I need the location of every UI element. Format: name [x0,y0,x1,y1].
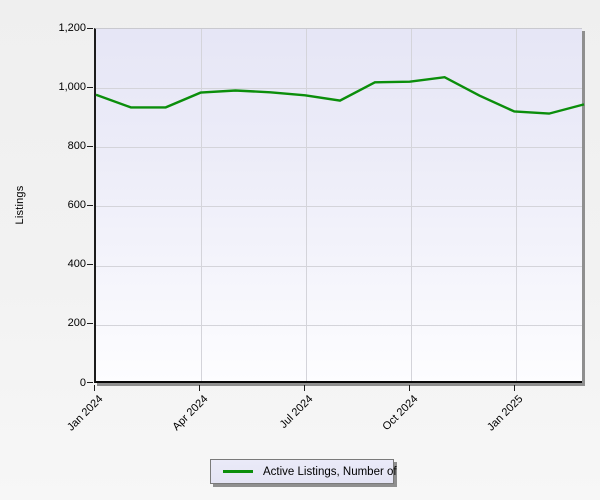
x-tick-mark [94,385,95,391]
y-tick-label: 600 [67,199,86,211]
gridline-horizontal [96,325,582,326]
gridline-horizontal [96,206,582,207]
gridline-horizontal [96,266,582,267]
gridline-vertical [516,29,517,381]
y-tick-label: 0 [79,377,86,389]
series-line-active-listings [95,75,585,115]
gridline-horizontal [96,88,582,89]
y-tick-mark [87,205,93,206]
x-tick-label: Jan 2025 [484,393,526,434]
y-tick-label: 800 [67,140,86,152]
legend-line-swatch [223,470,253,473]
gridline-vertical [306,29,307,381]
gridline-vertical [201,29,202,381]
x-tick-label: Jul 2024 [277,393,316,431]
x-tick-label: Jan 2024 [64,393,106,434]
y-tick-mark [87,146,93,147]
plot-area[interactable] [94,28,585,383]
y-tick-mark [87,382,93,383]
y-tick-mark [87,28,93,29]
y-tick-label: 200 [67,317,86,329]
x-tick-label: Oct 2024 [380,393,421,434]
x-tick-label: Apr 2024 [170,393,211,434]
gridline-vertical [411,29,412,381]
legend: Active Listings, Number of [210,459,397,484]
y-tick-mark [87,264,93,265]
gridline-horizontal [96,147,582,148]
x-tick-mark [199,385,200,391]
y-axis-title: Listings [14,185,26,225]
x-tick-mark [514,385,515,391]
y-tick-mark [87,87,93,88]
x-tick-mark [409,385,410,391]
y-tick-label: 1,200 [58,22,86,34]
y-tick-mark [87,323,93,324]
y-tick-label: 400 [67,258,86,270]
legend-label: Active Listings, Number of [263,465,397,478]
y-tick-label: 1,000 [58,81,86,93]
x-tick-mark [304,385,305,391]
